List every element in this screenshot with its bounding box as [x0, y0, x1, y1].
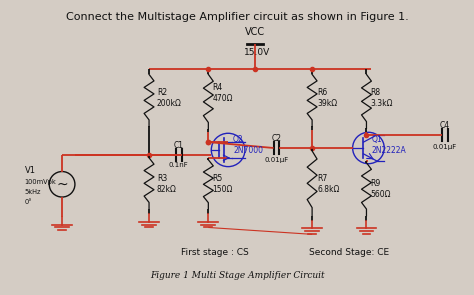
Text: 100mVpk: 100mVpk: [25, 179, 56, 185]
Text: Q2
2N7000: Q2 2N7000: [233, 135, 263, 155]
Text: R5
150Ω: R5 150Ω: [212, 174, 233, 194]
Text: Connect the Multistage Amplifier circuit as shown in Figure 1.: Connect the Multistage Amplifier circuit…: [65, 12, 409, 22]
Text: 5kHz: 5kHz: [25, 189, 41, 195]
Text: C4: C4: [439, 121, 450, 130]
Text: First stage : CS: First stage : CS: [182, 248, 249, 258]
Text: Second Stage: CE: Second Stage: CE: [309, 248, 389, 258]
Text: 0.1nF: 0.1nF: [169, 162, 189, 168]
Text: 0.01μF: 0.01μF: [264, 157, 289, 163]
Text: R9
560Ω: R9 560Ω: [370, 179, 391, 199]
Text: R4
470Ω: R4 470Ω: [212, 83, 233, 103]
Text: C1: C1: [173, 140, 184, 150]
Text: R7
6.8kΩ: R7 6.8kΩ: [317, 174, 339, 194]
Text: R2
200kΩ: R2 200kΩ: [157, 88, 182, 108]
Text: C2: C2: [272, 134, 282, 143]
Text: 0°: 0°: [25, 199, 32, 205]
Text: ~: ~: [56, 177, 68, 191]
Text: 15.0V: 15.0V: [244, 48, 270, 57]
Text: R8
3.3kΩ: R8 3.3kΩ: [370, 88, 393, 108]
Text: R6
39kΩ: R6 39kΩ: [317, 88, 337, 108]
Text: V1: V1: [25, 166, 36, 175]
Text: R3
82kΩ: R3 82kΩ: [157, 174, 177, 194]
Text: Figure 1 Multi Stage Amplifier Circuit: Figure 1 Multi Stage Amplifier Circuit: [150, 271, 324, 280]
Text: 0.01μF: 0.01μF: [432, 144, 456, 150]
Text: VCC: VCC: [245, 27, 265, 37]
Text: Q1
2N2222A: Q1 2N2222A: [372, 135, 406, 155]
